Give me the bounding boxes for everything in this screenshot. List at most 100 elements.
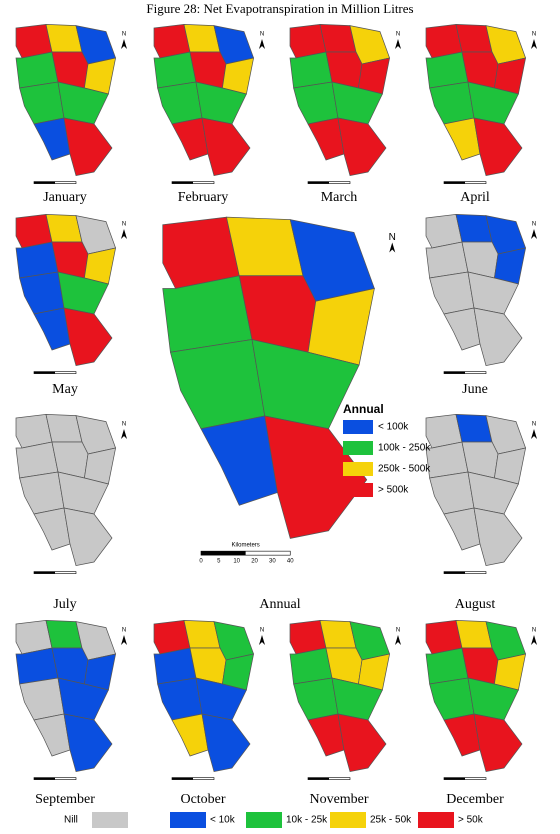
legend-label: < 100k (378, 422, 409, 433)
region (331, 81, 383, 125)
region (493, 447, 527, 485)
region (195, 81, 247, 125)
region (429, 271, 475, 315)
north-arrow (531, 635, 537, 645)
north-label: N (532, 422, 536, 428)
panel-label: March (321, 190, 358, 205)
scale-bar (201, 551, 246, 556)
legend-title: Annual (343, 402, 384, 416)
region (443, 507, 481, 551)
north-arrow (121, 635, 127, 645)
region (63, 307, 113, 367)
legend-swatch (246, 812, 282, 828)
scale-bar (172, 777, 193, 780)
region (443, 713, 481, 757)
scale-bar (444, 371, 465, 374)
region (493, 247, 527, 285)
region (467, 81, 519, 125)
region (293, 677, 339, 721)
region (33, 507, 71, 551)
north-arrow (259, 39, 265, 49)
scale-bar (444, 571, 465, 574)
north-label: N (122, 32, 126, 38)
region (307, 117, 345, 161)
legend-swatch (170, 812, 206, 828)
panel-label: April (460, 190, 490, 205)
scale-bar (34, 571, 55, 574)
panel-label: December (446, 792, 504, 807)
scale-tick: 20 (251, 559, 258, 565)
region (493, 57, 527, 95)
region (195, 677, 247, 721)
region (429, 471, 475, 515)
region (157, 677, 203, 721)
region (467, 271, 519, 315)
region (331, 677, 383, 721)
legend-label: 100k - 250k (378, 443, 431, 454)
north-arrow (531, 39, 537, 49)
region (57, 471, 109, 515)
region (473, 307, 523, 367)
region (19, 471, 65, 515)
region (63, 117, 113, 177)
region (19, 677, 65, 721)
region (357, 653, 391, 691)
scale-bar (444, 777, 465, 780)
legend-label: < 10k (210, 815, 236, 826)
region (467, 677, 519, 721)
north-label: N (396, 32, 400, 38)
region (33, 307, 71, 351)
region (19, 271, 65, 315)
region (63, 507, 113, 567)
region (83, 447, 117, 485)
region (443, 117, 481, 161)
map (153, 24, 255, 177)
region (307, 713, 345, 757)
region (63, 713, 113, 773)
region (264, 415, 368, 539)
legend-label: 250k - 500k (378, 464, 431, 475)
map (425, 214, 527, 367)
panel-label: October (180, 792, 225, 807)
scale-tick: 5 (217, 559, 221, 565)
map (425, 620, 527, 773)
map (425, 414, 527, 567)
region (57, 677, 109, 721)
region (19, 81, 65, 125)
region (337, 117, 387, 177)
legend-swatch (343, 441, 373, 455)
region (429, 677, 475, 721)
north-label: N (532, 222, 536, 228)
map (289, 24, 391, 177)
map (15, 620, 117, 773)
north-arrow (121, 39, 127, 49)
region (57, 81, 109, 125)
north-label: N (396, 628, 400, 634)
scale-bar (444, 181, 465, 184)
map (153, 620, 255, 773)
region (83, 57, 117, 95)
scale-title: Kilometers (231, 543, 259, 549)
north-arrow (121, 229, 127, 239)
legend-swatch (343, 483, 373, 497)
region (201, 117, 251, 177)
scale-tick: 40 (287, 559, 294, 565)
north-arrow (531, 229, 537, 239)
region (171, 713, 209, 757)
region (201, 713, 251, 773)
scale-tick: 10 (233, 559, 240, 565)
region (221, 57, 255, 95)
north-label: N (122, 422, 126, 428)
region (83, 653, 117, 691)
scale-bar (172, 181, 193, 184)
legend-swatch (330, 812, 366, 828)
region (169, 339, 266, 430)
legend-label: > 50k (458, 815, 484, 826)
legend-label: 10k - 25k (286, 815, 328, 826)
north-arrow (389, 242, 396, 253)
scale-tick: 30 (269, 559, 276, 565)
panel-label: February (178, 190, 229, 205)
panel-label: May (52, 382, 78, 397)
north-arrow (531, 429, 537, 439)
